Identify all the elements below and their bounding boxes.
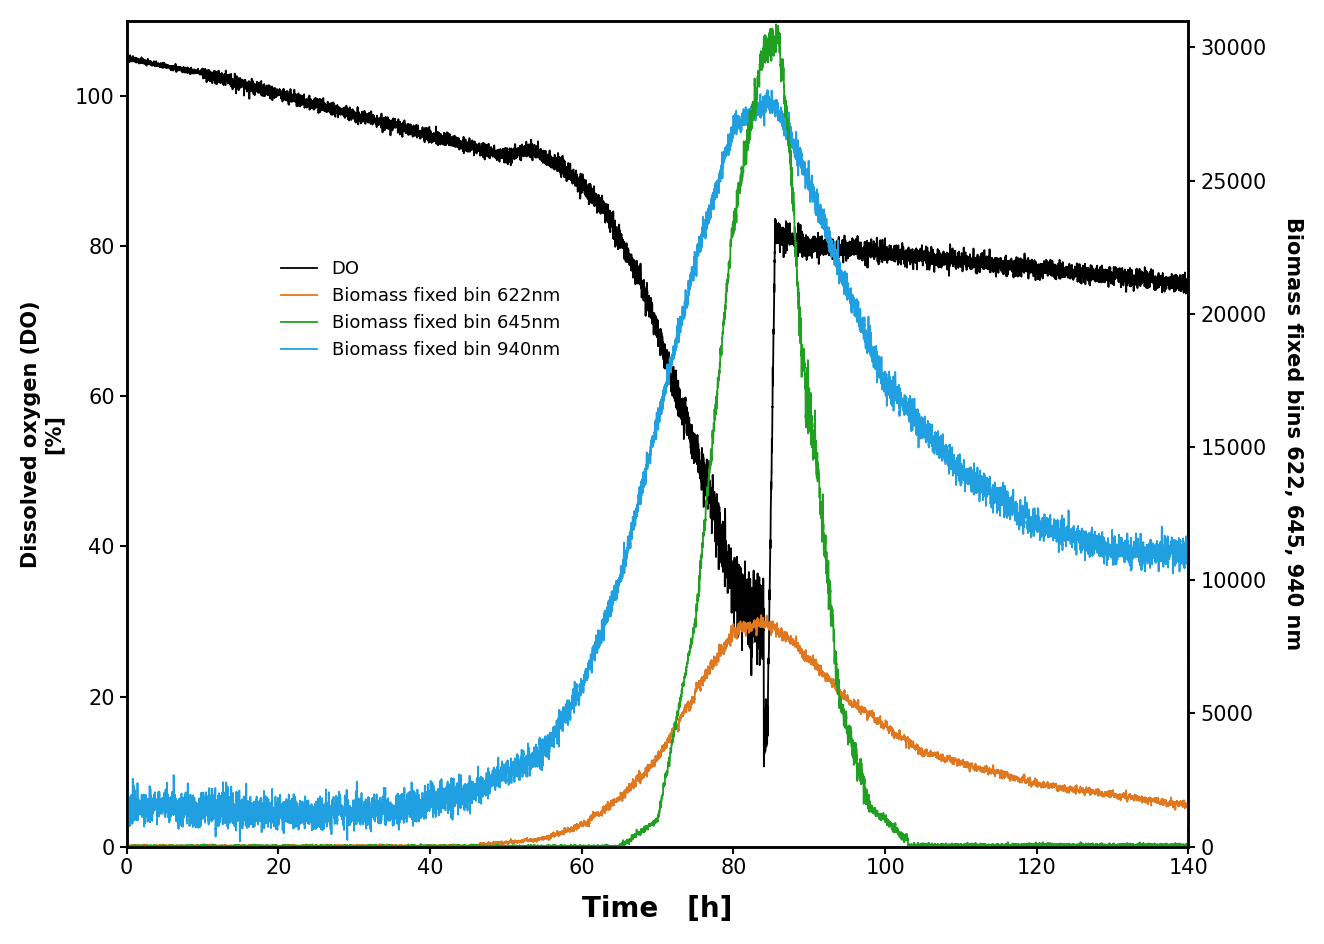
Biomass fixed bin 622nm: [132, 841, 148, 852]
DO: [367, 112, 383, 124]
Biomass fixed bin 940nm: [359, 804, 375, 816]
Biomass fixed bin 622nm: [361, 841, 377, 852]
Line: Biomass fixed bin 645nm: Biomass fixed bin 645nm: [127, 25, 1189, 847]
Biomass fixed bin 940nm: [760, 84, 776, 95]
X-axis label: Time   [h]: Time [h]: [583, 895, 732, 923]
Biomass fixed bin 622nm: [287, 839, 303, 851]
Biomass fixed bin 622nm: [359, 841, 375, 852]
Biomass fixed bin 940nm: [287, 803, 303, 815]
DO: [519, 144, 535, 156]
Biomass fixed bin 940nm: [232, 835, 248, 847]
DO: [122, 50, 138, 61]
DO: [756, 761, 772, 772]
DO: [361, 113, 377, 125]
Biomass fixed bin 622nm: [753, 610, 769, 621]
Legend: DO, Biomass fixed bin 622nm, Biomass fixed bin 645nm, Biomass fixed bin 940nm: DO, Biomass fixed bin 622nm, Biomass fix…: [274, 253, 567, 366]
Biomass fixed bin 940nm: [367, 800, 383, 811]
Line: DO: DO: [127, 56, 1189, 767]
Biomass fixed bin 940nm: [1078, 538, 1094, 549]
Biomass fixed bin 940nm: [361, 801, 377, 812]
Biomass fixed bin 940nm: [119, 826, 135, 837]
Biomass fixed bin 645nm: [359, 840, 375, 851]
Biomass fixed bin 645nm: [367, 840, 383, 851]
Biomass fixed bin 645nm: [768, 19, 784, 30]
DO: [359, 112, 375, 124]
Biomass fixed bin 622nm: [519, 833, 535, 844]
Biomass fixed bin 645nm: [361, 839, 377, 851]
Line: Biomass fixed bin 622nm: Biomass fixed bin 622nm: [127, 615, 1189, 847]
Biomass fixed bin 645nm: [519, 840, 535, 851]
Biomass fixed bin 645nm: [1181, 840, 1197, 851]
Y-axis label: Biomass fixed bins 622, 645, 940 nm: Biomass fixed bins 622, 645, 940 nm: [1283, 217, 1303, 650]
DO: [1181, 654, 1197, 666]
Biomass fixed bin 645nm: [119, 841, 135, 852]
Biomass fixed bin 645nm: [1078, 839, 1094, 851]
Biomass fixed bin 622nm: [1078, 785, 1094, 797]
Biomass fixed bin 940nm: [519, 762, 535, 773]
Biomass fixed bin 622nm: [367, 839, 383, 851]
Biomass fixed bin 645nm: [287, 841, 303, 852]
Y-axis label: Dissolved oxygen (DO)
[%]: Dissolved oxygen (DO) [%]: [21, 300, 64, 567]
Biomass fixed bin 622nm: [119, 840, 135, 851]
Line: Biomass fixed bin 940nm: Biomass fixed bin 940nm: [127, 90, 1189, 841]
DO: [1078, 269, 1094, 280]
Biomass fixed bin 622nm: [1181, 819, 1197, 831]
DO: [119, 315, 135, 327]
DO: [287, 93, 303, 104]
Biomass fixed bin 645nm: [119, 840, 135, 851]
Biomass fixed bin 940nm: [1181, 615, 1197, 627]
